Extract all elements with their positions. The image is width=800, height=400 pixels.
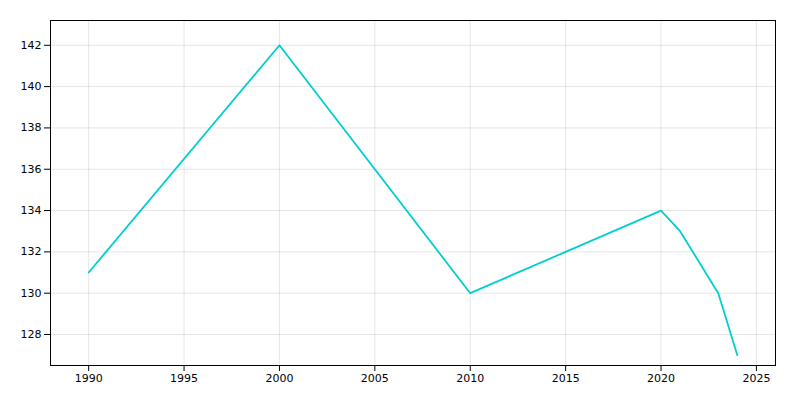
svg-text:134: 134 [21,204,42,217]
svg-text:2020: 2020 [647,372,675,385]
svg-text:132: 132 [21,245,42,258]
svg-text:136: 136 [21,163,42,176]
svg-text:130: 130 [21,287,42,300]
svg-text:142: 142 [21,39,42,52]
svg-text:1995: 1995 [170,372,198,385]
svg-text:2015: 2015 [552,372,580,385]
svg-text:140: 140 [21,80,42,93]
svg-text:2005: 2005 [361,372,389,385]
svg-text:128: 128 [21,328,42,341]
svg-text:2025: 2025 [742,372,770,385]
svg-text:1990: 1990 [75,372,103,385]
svg-text:2000: 2000 [265,372,293,385]
svg-text:138: 138 [21,121,42,134]
svg-text:2010: 2010 [456,372,484,385]
